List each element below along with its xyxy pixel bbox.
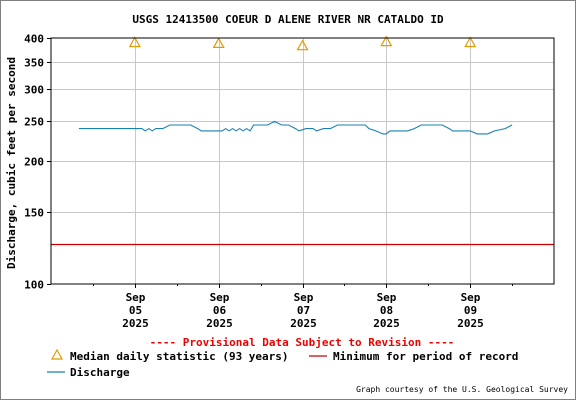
credit-text: Graph courtesy of the U.S. Geological Su… xyxy=(356,385,568,394)
median-marker xyxy=(296,39,309,51)
y-tick-label: 100 xyxy=(24,279,44,292)
x-tick-label: Sep 06 2025 xyxy=(206,291,233,330)
legend-minimum-label: Minimum for period of record xyxy=(333,350,518,363)
series-layer xyxy=(51,35,554,246)
median-marker xyxy=(128,36,141,48)
y-axis-ticks: 100 150 200 250 300 350 400 xyxy=(24,33,51,292)
y-tick-label: 350 xyxy=(24,57,44,70)
legend-median-label: Median daily statistic (93 years) xyxy=(70,350,289,363)
legend-median-triangle-icon xyxy=(50,348,64,360)
y-tick-label: 300 xyxy=(24,84,44,97)
legend-discharge-label: Discharge xyxy=(70,366,130,379)
provisional-note: ---- Provisional Data Subject to Revisio… xyxy=(150,336,455,349)
median-marker xyxy=(380,35,393,47)
y-tick-label: 150 xyxy=(24,207,44,220)
median-marker xyxy=(464,36,477,48)
median-marker xyxy=(212,37,225,49)
y-axis-label: Discharge, cubic feet per second xyxy=(5,57,18,269)
y-tick-label: 200 xyxy=(24,156,44,169)
grid-lines xyxy=(51,38,554,284)
y-tick-label: 250 xyxy=(24,116,44,129)
x-axis-ticks: Sep 05 2025 Sep 06 2025 Sep 07 2025 Sep 08 2025 Sep 0… xyxy=(93,284,513,330)
legend: Median daily statistic (93 years) Minimu… xyxy=(47,348,518,379)
discharge-line xyxy=(78,120,513,135)
chart-title: USGS 12413500 COEUR D ALENE RIVER NR CAT… xyxy=(132,13,444,26)
x-tick-label: Sep 05 2025 xyxy=(122,291,149,330)
x-tick-label: Sep 09 2025 xyxy=(457,291,484,330)
x-tick-label: Sep 08 2025 xyxy=(373,291,400,330)
x-tick-label: Sep 07 2025 xyxy=(290,291,317,330)
y-tick-label: 400 xyxy=(24,33,44,46)
